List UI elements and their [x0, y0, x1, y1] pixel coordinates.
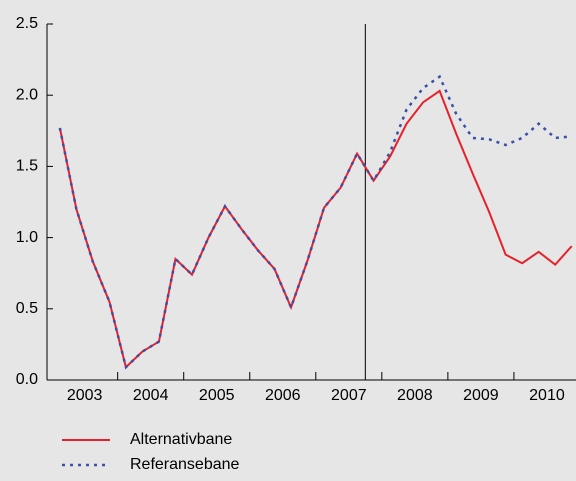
y-tick-label: 1.0	[16, 229, 38, 246]
x-tick-label: 2009	[463, 387, 499, 404]
x-tick-label: 2007	[331, 387, 367, 404]
y-tick-label: 0.5	[16, 300, 38, 317]
y-tick-label: 2.0	[16, 86, 38, 103]
x-tick-label: 2010	[529, 387, 565, 404]
legend-label: Referansebane	[130, 456, 240, 473]
legend-label: Alternativbane	[130, 431, 232, 448]
line-series	[58, 89, 573, 370]
x-tick-label: 2004	[133, 387, 169, 404]
x-tick-label: 2006	[265, 387, 301, 404]
x-tick-label: 2005	[199, 387, 235, 404]
x-tick-label: 2003	[67, 387, 103, 404]
x-tick-label: 2008	[397, 387, 433, 404]
line-series	[58, 74, 572, 370]
y-tick-label: 2.5	[16, 15, 38, 32]
y-tick-label: 0.0	[16, 371, 38, 388]
y-tick-label: 1.5	[16, 158, 38, 175]
